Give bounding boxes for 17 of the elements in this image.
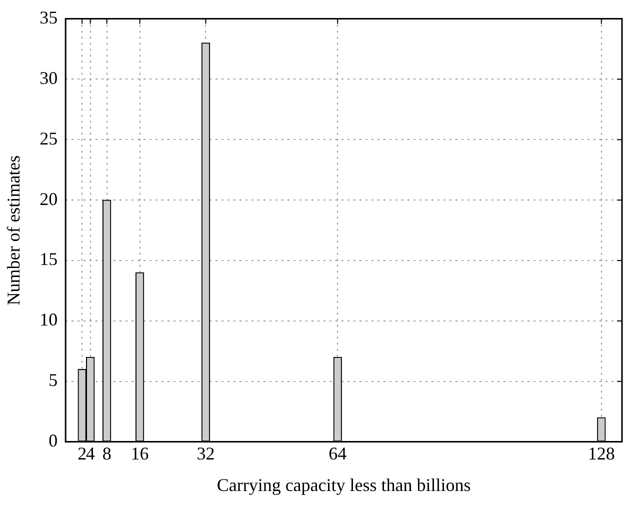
y-tick-label: 25 bbox=[40, 128, 58, 148]
y-axis-title: Number of estimates bbox=[4, 155, 24, 306]
x-tick-label: 128 bbox=[588, 443, 615, 464]
x-tick-label: 16 bbox=[130, 443, 149, 464]
y-tick-label: 5 bbox=[48, 370, 58, 390]
y-tick-label: 10 bbox=[40, 310, 58, 330]
x-tick-label: 2 bbox=[78, 443, 87, 464]
x-axis-title: Carrying capacity less than billions bbox=[216, 474, 471, 495]
x-tick-label: 32 bbox=[196, 443, 215, 464]
y-tick-label: 15 bbox=[40, 249, 58, 270]
x-tick-label: 8 bbox=[102, 443, 112, 464]
y-tick-label: 35 bbox=[40, 8, 58, 28]
y-tick-label: 0 bbox=[48, 430, 58, 451]
x-tick-label: 64 bbox=[328, 443, 347, 464]
x-tick-label: 4 bbox=[86, 443, 95, 464]
y-tick-label: 20 bbox=[40, 188, 58, 209]
y-tick-label: 30 bbox=[40, 68, 58, 88]
